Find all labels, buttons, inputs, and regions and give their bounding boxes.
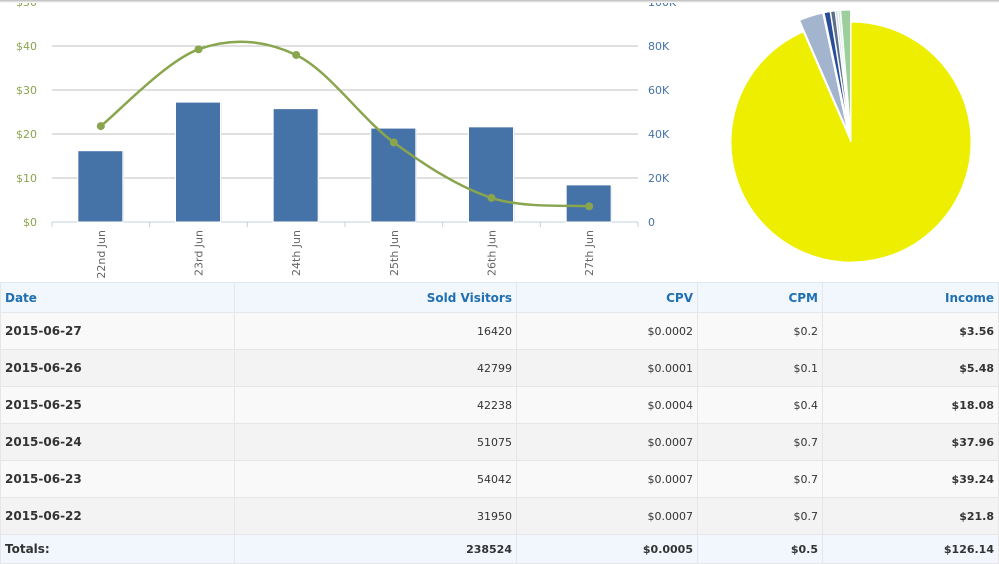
left-tick-label: $10 [16,172,37,185]
x-tick-label: 26th Jun [486,230,499,276]
income-point [389,138,398,147]
date-cell: 2015-06-22 [0,497,235,535]
x-tick-label: 25th Jun [388,230,401,276]
pie-slice [840,9,852,131]
date-cell: 2015-06-25 [0,386,235,424]
date-cell: Totals: [0,534,235,564]
cpv-cell: $0.0005 [516,534,698,564]
cpv-cell: $0.0007 [516,497,698,535]
table-header-row: Date Sold Visitors CPV CPM Income [0,282,999,313]
pie-slice [837,9,851,131]
bar-sold-visitors [77,150,124,223]
col-date[interactable]: Date [0,282,235,313]
bar-sold-visitors [272,108,319,223]
sold-visitors-cell: 238524 [234,534,517,564]
income-point [585,202,594,211]
sold-visitors-cell: 31950 [234,497,517,535]
date-cell: 2015-06-23 [0,460,235,498]
table-row: 2015-06-24 51075 $0.0007 $0.7 $37.96 [0,423,999,461]
left-tick-label: $50 [16,0,37,9]
cpm-cell: $0.1 [697,349,823,387]
cpm-cell: $0.7 [697,497,823,535]
sold-visitors-cell: 51075 [234,423,517,461]
top-border [0,0,999,3]
col-sold-visitors[interactable]: Sold Visitors [234,282,517,313]
table-row: 2015-06-23 54042 $0.0007 $0.7 $39.24 [0,460,999,498]
income-point [292,50,301,59]
col-income[interactable]: Income [822,282,999,313]
income-cell: $5.48 [822,349,999,387]
date-cell: 2015-06-26 [0,349,235,387]
sold-visitors-cell: 42799 [234,349,517,387]
sold-visitors-cell: 54042 [234,460,517,498]
x-tick-label: 23rd Jun [193,230,206,276]
x-tick-label: 22nd Jun [95,230,108,279]
income-cell: $18.08 [822,386,999,424]
income-line [100,40,590,208]
right-tick-label: 20K [648,172,670,185]
cpv-cell: $0.0001 [516,349,698,387]
income-point [487,193,496,202]
pie-slice [799,12,848,131]
cpv-cell: $0.0007 [516,423,698,461]
table-row: 2015-06-26 42799 $0.0001 $0.1 $5.48 [0,349,999,387]
date-cell: 2015-06-27 [0,312,235,350]
right-tick-label: 60K [648,84,670,97]
right-tick-label: 40K [648,128,670,141]
left-tick-label: $0 [23,216,37,229]
income-cell: $21.8 [822,497,999,535]
income-point [96,122,105,131]
left-tick-label: $30 [16,84,37,97]
income-point [194,45,203,54]
pie-slice [730,21,972,263]
cpm-cell: $0.5 [697,534,823,564]
col-cpv[interactable]: CPV [516,282,698,313]
cpm-cell: $0.2 [697,312,823,350]
table-row: 2015-06-25 42238 $0.0004 $0.4 $18.08 [0,386,999,424]
left-tick-label: $40 [16,40,37,53]
cpm-cell: $0.7 [697,460,823,498]
cpv-cell: $0.0004 [516,386,698,424]
sold-visitors-cell: 42238 [234,386,517,424]
cpv-cell: $0.0002 [516,312,698,350]
x-tick-label: 24th Jun [290,230,303,276]
cpm-cell: $0.4 [697,386,823,424]
cpm-cell: $0.7 [697,423,823,461]
pie-slice [823,11,850,131]
totals-row: Totals: 238524 $0.0005 $0.5 $126.14 [0,534,999,564]
date-cell: 2015-06-24 [0,423,235,461]
col-cpm[interactable]: CPM [697,282,823,313]
right-tick-label: 80K [648,40,670,53]
cpv-cell: $0.0007 [516,460,698,498]
chart-area: $0 0 $10 20K $20 40K $30 60K $40 80K $50 100K 22nd J… [16,0,972,279]
right-tick-label: 0 [648,216,655,229]
right-tick-label: 100K [648,0,677,9]
sold-visitors-cell: 16420 [234,312,517,350]
x-tick-label: 27th Jun [583,230,596,276]
bar-sold-visitors [468,126,514,223]
table-row: 2015-06-22 31950 $0.0007 $0.7 $21.8 [0,497,999,535]
bar-sold-visitors [175,101,221,223]
income-cell: $39.24 [822,460,999,498]
left-tick-label: $20 [16,128,37,141]
income-cell: $37.96 [822,423,999,461]
income-cell: $3.56 [822,312,999,350]
income-cell: $126.14 [822,534,999,564]
stats-table: Date Sold Visitors CPV CPM Income 2015-0… [0,282,999,564]
table-row: 2015-06-27 16420 $0.0002 $0.2 $3.56 [0,312,999,350]
